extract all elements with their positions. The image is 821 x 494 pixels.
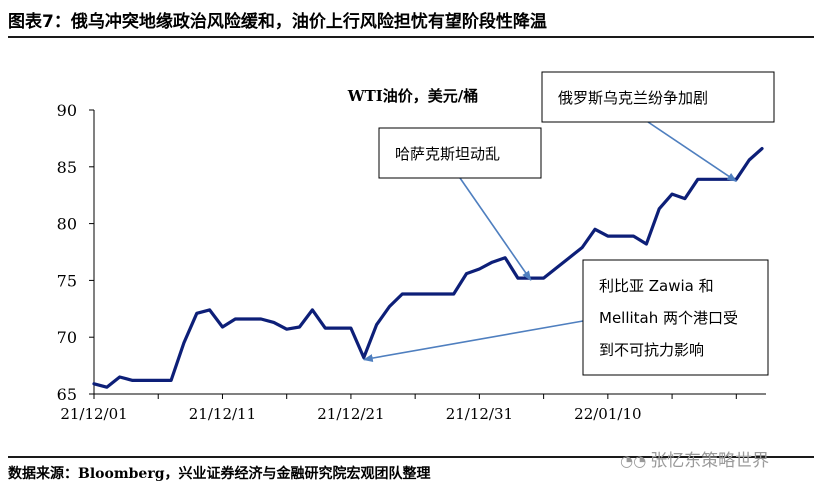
chart-axes: 65 70 75 80 85 90 21/12/01 21/12/11 21/12/21 21/1… [57, 101, 766, 423]
figure-title: 图表7：俄乌冲突地缘政治风险缓和，油价上行风险担忧有望阶段性降温 [8, 12, 547, 32]
chart-plot: WTI油价，美元/桶 [92, 87, 764, 389]
annotation-text: Mellitah 两个港口受 [599, 309, 738, 327]
annotation-text: 到不可抗力影响 [599, 341, 704, 359]
annotation-arrow [459, 177, 532, 281]
source-note: 数据来源：Bloomberg，兴业证券经济与金融研究院宏观团队整理 [8, 466, 431, 482]
x-tick-label: 21/12/21 [317, 405, 384, 423]
annotation-box [378, 127, 542, 179]
title-rule [8, 36, 814, 38]
y-tick-label: 65 [57, 385, 77, 404]
annotation-arrow [362, 320, 584, 363]
annotation-text: 哈萨克斯坦动乱 [395, 145, 500, 163]
annotation-box [582, 259, 769, 376]
bottom-rule [8, 456, 814, 458]
y-tick-label: 75 [57, 271, 77, 290]
annotation-text: 俄罗斯乌克兰纷争加剧 [558, 89, 708, 107]
wechat-icon: ◔◔ [620, 452, 647, 470]
watermark: ◔◔ 张忆东策略世界 [620, 446, 769, 471]
y-tick-label: 80 [57, 215, 77, 234]
x-tick-label: 21/12/11 [189, 405, 256, 423]
y-tick-label: 85 [57, 158, 77, 177]
chart-title: WTI油价，美元/桶 [347, 87, 479, 105]
watermark-text: 张忆东策略世界 [650, 451, 770, 471]
annotation-text: 利比亚 Zawia 和 [599, 277, 714, 295]
x-tick-label: 21/12/01 [60, 405, 127, 423]
series-line-wti [92, 147, 764, 389]
x-tick-label: 22/01/10 [574, 405, 641, 423]
y-tick-label: 70 [57, 328, 77, 347]
x-tick-label: 21/12/31 [446, 405, 513, 423]
annotation-arrow [647, 121, 738, 182]
annotation-box [541, 71, 775, 123]
y-tick-label: 90 [57, 101, 77, 120]
